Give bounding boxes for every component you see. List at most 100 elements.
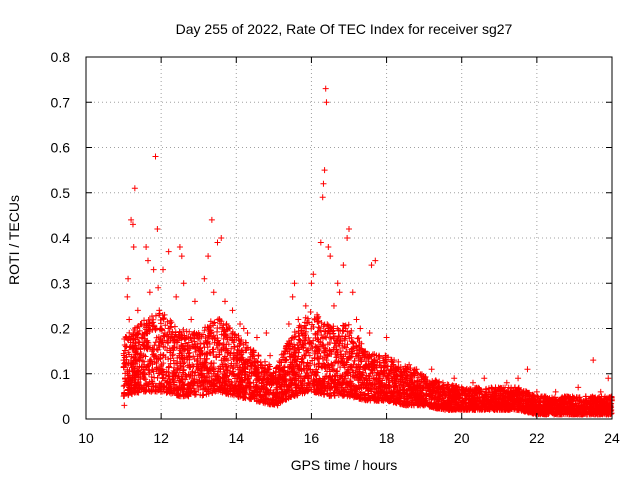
data-point — [267, 363, 274, 370]
data-point — [201, 275, 208, 282]
data-point — [133, 345, 140, 352]
data-point — [343, 348, 350, 355]
data-point — [247, 383, 254, 390]
data-point — [274, 364, 281, 371]
data-point — [121, 402, 128, 409]
data-point — [370, 361, 377, 368]
data-point — [366, 352, 373, 359]
data-point — [170, 357, 177, 364]
data-point — [363, 351, 370, 358]
data-point — [239, 394, 246, 401]
data-point — [499, 400, 506, 407]
data-point — [165, 248, 172, 255]
data-point — [164, 340, 171, 347]
data-point — [273, 376, 280, 383]
data-point — [167, 324, 174, 331]
data-point — [297, 323, 304, 330]
data-point — [216, 351, 223, 358]
data-point — [312, 371, 319, 378]
data-point — [242, 371, 249, 378]
data-point — [149, 361, 156, 368]
data-point — [208, 216, 215, 223]
data-point — [253, 398, 260, 405]
data-point — [303, 363, 310, 370]
data-point — [226, 378, 233, 385]
data-point — [191, 388, 198, 395]
data-point — [185, 339, 192, 346]
data-point — [189, 375, 196, 382]
data-point — [290, 364, 297, 371]
data-point — [326, 339, 333, 346]
data-point — [324, 353, 331, 360]
data-point — [322, 328, 329, 335]
data-point — [214, 316, 221, 323]
data-point — [333, 368, 340, 375]
data-point — [131, 185, 138, 192]
data-point — [202, 385, 209, 392]
data-point — [179, 369, 186, 376]
data-point — [395, 358, 402, 365]
data-point — [377, 363, 384, 370]
data-point — [245, 375, 252, 382]
data-point — [356, 350, 363, 357]
data-point — [130, 244, 137, 251]
data-point — [219, 342, 226, 349]
data-point — [252, 384, 259, 391]
data-point — [325, 361, 332, 368]
data-point — [309, 321, 316, 328]
data-point — [297, 373, 304, 380]
data-point — [446, 391, 453, 398]
data-point — [331, 333, 338, 340]
data-point — [148, 348, 155, 355]
data-point — [234, 350, 241, 357]
data-point — [355, 335, 362, 342]
data-point — [276, 372, 283, 379]
data-point — [188, 316, 195, 323]
data-point — [224, 336, 231, 343]
data-point — [203, 391, 210, 398]
data-point — [401, 395, 408, 402]
data-point — [253, 365, 260, 372]
data-point — [371, 357, 378, 364]
data-point — [126, 329, 133, 336]
data-point — [162, 322, 169, 329]
data-point — [141, 387, 148, 394]
data-point — [300, 345, 307, 352]
data-point — [368, 360, 375, 367]
data-point — [319, 335, 326, 342]
data-point — [144, 320, 151, 327]
data-point — [335, 333, 342, 340]
data-point — [210, 320, 217, 327]
data-point — [205, 253, 212, 260]
data-point — [295, 365, 302, 372]
data-point — [217, 368, 224, 375]
data-point — [247, 380, 254, 387]
data-point — [146, 289, 153, 296]
data-point — [200, 331, 207, 338]
data-point — [156, 307, 163, 314]
data-point — [166, 373, 173, 380]
data-point — [307, 308, 314, 315]
data-point — [134, 358, 141, 365]
chart-title: Day 255 of 2022, Rate Of TEC Index for r… — [176, 21, 513, 37]
data-point — [125, 360, 132, 367]
data-point — [165, 369, 172, 376]
data-point — [315, 328, 322, 335]
data-point — [125, 275, 132, 282]
data-point — [410, 370, 417, 377]
data-point — [169, 351, 176, 358]
data-point — [143, 244, 150, 251]
data-point — [386, 377, 393, 384]
data-point — [205, 334, 212, 341]
data-point — [157, 335, 164, 342]
data-point — [227, 362, 234, 369]
data-point — [304, 359, 311, 366]
data-point — [205, 326, 212, 333]
data-point — [126, 316, 133, 323]
data-point — [345, 321, 352, 328]
data-point — [230, 368, 237, 375]
data-point — [281, 348, 288, 355]
data-point — [248, 362, 255, 369]
data-point — [178, 342, 185, 349]
